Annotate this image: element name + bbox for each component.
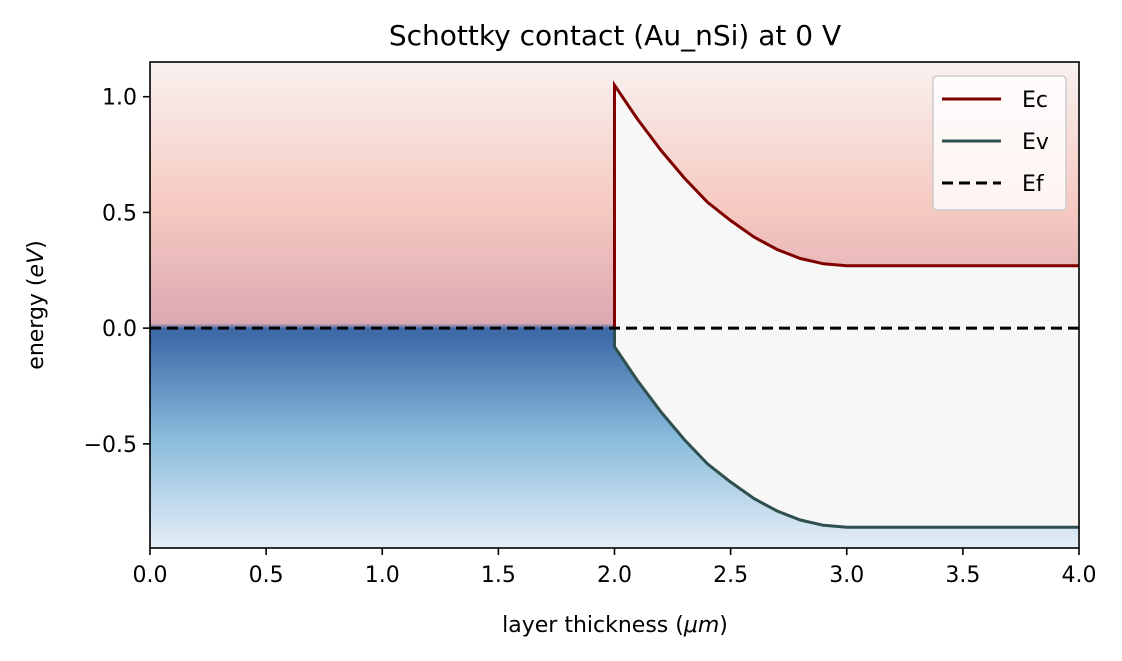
legend-label-ef: Ef — [1022, 172, 1045, 197]
y-tick-label: 0.5 — [102, 201, 137, 226]
series-line-ec — [613, 80, 1079, 329]
x-axis-label-unit: μm — [683, 613, 719, 638]
y-tick-label: 0.0 — [102, 317, 137, 342]
semiconductor-gap-fill — [614, 85, 1079, 528]
y-axis: −0.5 0.0 0.5 1.0 — [84, 86, 150, 458]
legend: Ec Ev Ef — [932, 75, 1067, 211]
x-tick-label: 4.0 — [1062, 563, 1097, 588]
y-tick-label: −0.5 — [84, 433, 137, 458]
x-tick-label: 3.5 — [945, 563, 980, 588]
x-axis-label: layer thickness (μm) — [502, 613, 728, 638]
x-tick-label: 0.5 — [249, 563, 284, 588]
x-tick-label: 2.5 — [713, 563, 748, 588]
x-tick-label: 1.5 — [481, 563, 516, 588]
x-tick-label: 3.0 — [829, 563, 864, 588]
legend-label-ev: Ev — [1022, 130, 1049, 155]
legend-label-ec: Ec — [1022, 88, 1048, 113]
y-axis-label: energy (eV) — [24, 240, 49, 369]
y-axis-label-unit: eV — [24, 247, 49, 278]
x-axis-label-main: layer thickness ( — [502, 613, 684, 638]
series-line-ev — [613, 328, 1079, 529]
plot-area — [150, 62, 1079, 548]
y-axis-label-close: ) — [24, 240, 49, 249]
y-axis-label-open: ( — [24, 277, 49, 286]
x-tick-label: 1.0 — [365, 563, 400, 588]
x-tick-label: 2.0 — [597, 563, 632, 588]
x-tick-label: 0.0 — [133, 563, 168, 588]
x-axis: 0.0 0.5 1.0 1.5 2.0 2.5 3.0 3.5 4.0 — [133, 548, 1097, 588]
y-tick-label: 1.0 — [102, 86, 137, 111]
chart-title: Schottky contact (Au_nSi) at 0 V — [389, 19, 841, 52]
y-axis-label-main: energy — [24, 286, 49, 370]
x-axis-label-close: ) — [719, 613, 728, 638]
